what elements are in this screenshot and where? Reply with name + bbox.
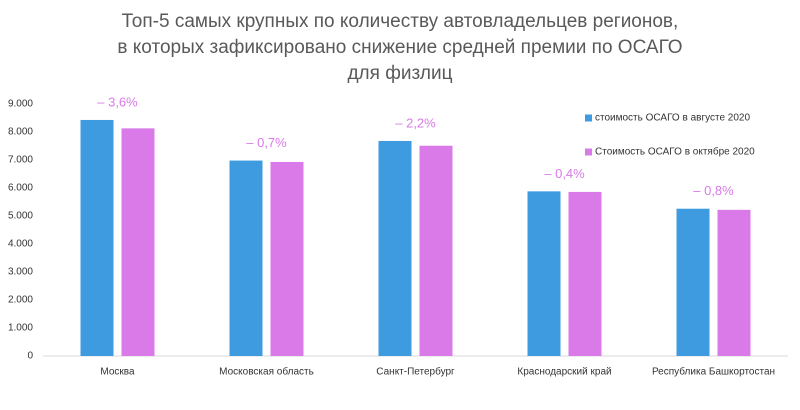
x-tick-label: Санкт-Петербург [376, 366, 455, 378]
y-tick-label: 8.000 [8, 127, 33, 138]
bar [229, 160, 263, 356]
legend-swatch [585, 114, 592, 122]
y-tick-label: 0 [27, 351, 33, 362]
y-tick-label: 1.000 [8, 323, 33, 334]
y-tick-label: 2.000 [8, 295, 33, 306]
bar [676, 208, 710, 356]
y-tick-label: 3.000 [8, 267, 33, 278]
chart-title: Топ-5 самых крупных по количеству автовл… [122, 11, 679, 32]
y-tick-label: 4.000 [8, 239, 33, 250]
y-tick-label: 9.000 [8, 99, 33, 110]
bar [527, 191, 561, 356]
x-tick-label: Республика Башкортостан [652, 366, 775, 378]
annotation: – 0,4% [544, 166, 585, 181]
bar [419, 145, 453, 356]
annotation: – 2,2% [395, 115, 436, 130]
y-tick-label: 5.000 [8, 211, 33, 222]
legend-label: Стоимость ОСАГО в октябре 2020 [595, 146, 755, 158]
x-tick-label: Московская область [219, 366, 314, 378]
chart-title: для физлиц [347, 63, 452, 84]
y-tick-label: 6.000 [8, 183, 33, 194]
bar [270, 161, 304, 356]
x-tick-label: Москва [100, 367, 135, 378]
bar [568, 191, 602, 356]
y-tick-label: 7.000 [8, 155, 33, 166]
bar [121, 128, 155, 356]
bar [717, 209, 751, 356]
chart-title: в которых зафиксировано снижение средней… [117, 37, 682, 58]
annotation: – 3,6% [97, 94, 138, 109]
x-tick-label: Краснодарский край [517, 367, 611, 378]
legend-swatch [585, 148, 592, 156]
legend-label: стоимость ОСАГО в августе 2020 [595, 113, 750, 124]
annotation: – 0,8% [693, 183, 734, 198]
bar [80, 119, 114, 357]
bar [378, 140, 412, 356]
annotation: – 0,7% [246, 135, 287, 150]
